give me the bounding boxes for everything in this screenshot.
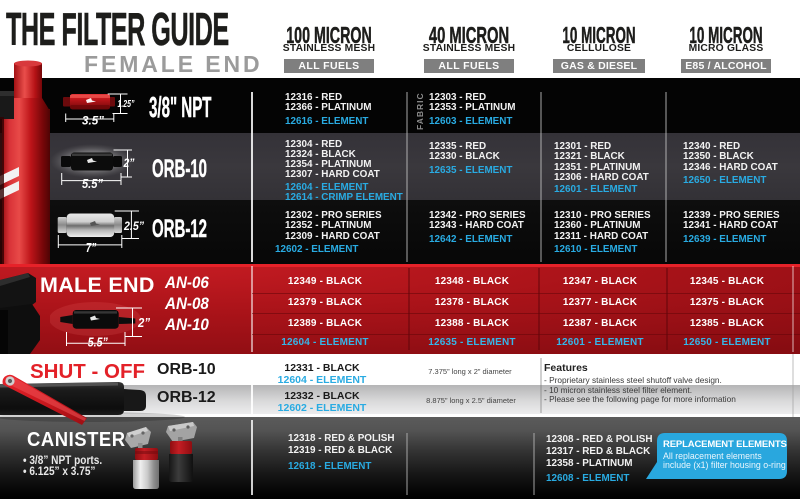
- svg-text:2”: 2”: [123, 156, 135, 170]
- svg-text:1.25”: 1.25”: [118, 98, 135, 110]
- svg-text:3.5”: 3.5”: [82, 114, 104, 128]
- svg-text:7”: 7”: [86, 241, 97, 255]
- svg-text:5.5”: 5.5”: [88, 335, 108, 350]
- svg-text:2.5”: 2.5”: [123, 219, 144, 233]
- svg-text:2”: 2”: [137, 315, 150, 330]
- svg-text:5.5”: 5.5”: [82, 177, 104, 190]
